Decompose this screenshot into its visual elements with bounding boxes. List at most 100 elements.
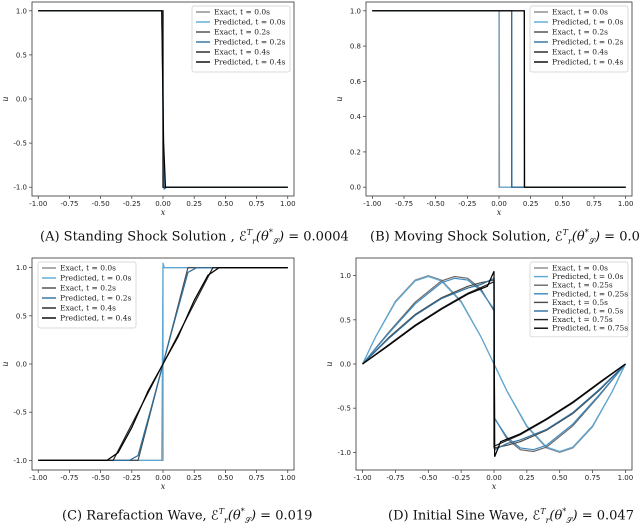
y-tick-label: 1.0 <box>350 7 361 15</box>
x-tick-label: 0.50 <box>555 200 571 208</box>
legend-entry: Predicted, t = 0.2s <box>552 38 623 47</box>
y-tick-label: 0.0 <box>350 184 361 192</box>
y-tick-label: 0.4 <box>350 113 362 121</box>
x-tick-label: 1.00 <box>280 200 296 208</box>
legend-entry: Predicted, t = 0.2s <box>60 294 131 303</box>
x-tick-label: -1.00 <box>29 200 47 208</box>
legend-entry: Exact, t = 0.5s <box>552 298 608 307</box>
x-tick-label: -0.50 <box>92 200 110 208</box>
x-tick-label: 1.00 <box>618 474 634 482</box>
series-line-5 <box>38 10 288 188</box>
caption-d: (D) Initial Sine Wave, ℰTr(θ*𝒮) = 0.047 <box>388 507 634 525</box>
x-tick-label: 0.00 <box>491 200 507 208</box>
x-tick-label: -1.00 <box>363 200 381 208</box>
x-tick-label: -0.25 <box>123 200 141 208</box>
x-tick-label: -0.75 <box>395 200 413 208</box>
legend-entry: Exact, t = 0.75s <box>552 315 613 324</box>
legend-entry: Predicted, t = 0.75s <box>552 324 628 333</box>
x-axis-label: x <box>161 208 166 217</box>
x-tick-label: -0.50 <box>427 200 445 208</box>
caption-c: (C) Rarefaction Wave, ℰTr(θ*𝒮) = 0.019 <box>62 507 313 525</box>
caption-b-metric: 0.002 <box>619 229 640 245</box>
x-tick-label: 1.00 <box>618 200 634 208</box>
y-tick-label: 0.0 <box>340 361 351 369</box>
legend-entry: Predicted, t = 0.0s <box>552 272 623 281</box>
x-tick-label: -0.25 <box>458 200 476 208</box>
legend-entry: Predicted, t = 0.4s <box>214 58 285 67</box>
legend-entry: Exact, t = 0.2s <box>214 28 270 37</box>
x-tick-label: -1.00 <box>29 474 47 482</box>
y-tick-label: 0.0 <box>16 361 27 369</box>
x-tick-label: 0.75 <box>249 200 265 208</box>
y-tick-label: -1.0 <box>13 457 27 465</box>
caption-c-metric: 0.019 <box>275 508 313 524</box>
legend-entry: Predicted, t = 0.0s <box>552 18 623 27</box>
panel-a: -1.00 -0.75 -0.50 -0.25 0.00 0.25 0.50 0.75 1.00… <box>1 1 296 217</box>
y-tick-label: -1.0 <box>337 449 351 457</box>
x-tick-label: 0.50 <box>218 200 234 208</box>
legend-entry: Predicted, t = 0.4s <box>552 58 623 67</box>
legend-entry: Exact, t = 0.25s <box>552 281 613 290</box>
legend-entry: Exact, t = 0.0s <box>214 8 270 17</box>
x-tick-label: -0.75 <box>386 474 404 482</box>
x-tick-label: -0.25 <box>123 474 141 482</box>
x-tick-label: 0.75 <box>585 474 601 482</box>
legend-entry: Predicted, t = 0.0s <box>214 18 285 27</box>
caption-a-text: (A) Standing Shock Solution , ℰ <box>40 229 247 245</box>
x-tick-label: 0.75 <box>586 200 602 208</box>
series-line-5 <box>372 10 626 188</box>
y-tick-label: 1.0 <box>16 264 27 272</box>
x-tick-label: 0.00 <box>486 474 502 482</box>
y-tick-label: 0.6 <box>350 78 362 86</box>
x-tick-label: -0.75 <box>60 474 78 482</box>
y-axis-label: u <box>1 96 10 101</box>
legend-entry: Predicted, t = 0.5s <box>552 307 623 316</box>
caption-c-text: (C) Rarefaction Wave, ℰ <box>62 508 219 524</box>
legend-entry: Predicted, t = 0.2s <box>214 38 285 47</box>
y-tick-label: 1.0 <box>16 7 27 15</box>
legend-entry: Exact, t = 0.0s <box>552 8 608 17</box>
y-tick-label: -1.0 <box>13 184 27 192</box>
y-tick-label: 0.0 <box>16 96 27 104</box>
legend-box <box>37 261 137 329</box>
series-line-7 <box>362 271 626 457</box>
legend-box <box>191 5 291 73</box>
legend-entry: Predicted, t = 0.4s <box>60 314 131 323</box>
y-tick-label: -0.5 <box>337 405 351 413</box>
x-tick-label: 0.25 <box>186 200 202 208</box>
y-tick-label: 0.8 <box>350 43 361 51</box>
y-tick-label: 0.2 <box>350 148 361 156</box>
legend-entry: Exact, t = 0.2s <box>60 284 116 293</box>
x-tick-label: -0.50 <box>92 474 110 482</box>
y-tick-label: 0.5 <box>340 316 351 324</box>
panel-b: -1.00 -0.75 -0.50 -0.25 0.00 0.25 0.50 0.75 1.00… <box>335 1 634 217</box>
x-tick-label: 0.25 <box>519 474 535 482</box>
legend-entry: Exact, t = 0.2s <box>552 28 608 37</box>
legend-entry: Predicted, t = 0.0s <box>60 274 131 283</box>
x-tick-label: 0.75 <box>249 474 265 482</box>
x-tick-label: -0.25 <box>452 474 470 482</box>
y-axis-label: u <box>325 361 334 366</box>
caption-a: (A) Standing Shock Solution , ℰTr(θ*𝒮) =… <box>40 228 349 246</box>
legend-entry: Exact, t = 0.4s <box>214 48 270 57</box>
series-line-5 <box>38 267 288 461</box>
panel-d: -1.00 -0.75 -0.50 -0.25 0.00 0.25 0.50 0.75 1.00… <box>325 257 634 491</box>
x-tick-label: 0.50 <box>218 474 234 482</box>
caption-b-text: (B) Moving Shock Solution, ℰ <box>370 229 563 245</box>
x-axis-label: x <box>497 208 502 217</box>
x-tick-label: 0.00 <box>155 200 171 208</box>
x-tick-label: 0.50 <box>552 474 568 482</box>
panel-c: -1.00 -0.75 -0.50 -0.25 0.00 0.25 0.50 0.75 1.00… <box>1 257 296 491</box>
caption-d-text: (D) Initial Sine Wave, ℰ <box>388 508 541 524</box>
x-tick-label: -0.50 <box>419 474 437 482</box>
caption-b: (B) Moving Shock Solution, ℰTr(θ*𝒮) = 0.… <box>370 228 640 247</box>
x-axis-label: x <box>492 482 497 491</box>
x-tick-label: -1.00 <box>354 474 372 482</box>
y-tick-label: 1.0 <box>340 272 351 280</box>
x-tick-label: 0.25 <box>523 200 539 208</box>
